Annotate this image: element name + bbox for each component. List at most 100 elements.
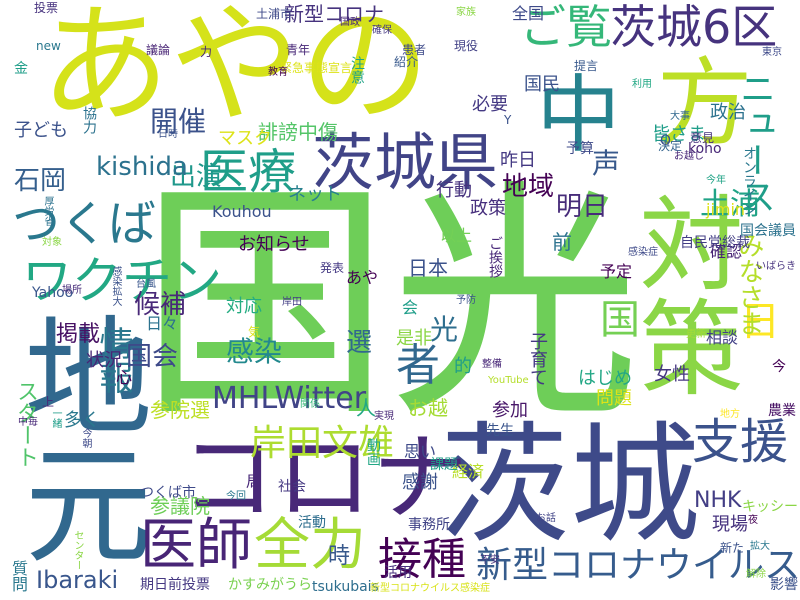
word-online: オンライン xyxy=(741,146,757,216)
word-kyouiku: 教育 xyxy=(268,67,288,78)
word-minasama-kanji: 皆さま xyxy=(652,124,706,145)
word-ibaraki-hiragana: いばらき xyxy=(756,261,796,272)
word-kisshii: キッシー xyxy=(742,499,798,515)
word-hajime: はじめ xyxy=(578,368,632,389)
word-yosan: 予算 xyxy=(566,141,594,157)
word-riyou: 利用 xyxy=(632,79,652,90)
word-vaccine: ワクチン xyxy=(22,252,222,310)
word-ki: 気 xyxy=(248,325,261,339)
word-genba: 現場 xyxy=(712,514,748,535)
word-o: O xyxy=(660,133,672,149)
word-touhyou: 投票 xyxy=(34,1,59,15)
word-shien: 支援 xyxy=(692,414,789,470)
word-gen-eki: 現役 xyxy=(454,39,479,53)
word-basho: 場所 xyxy=(62,285,82,296)
word-okoshi: お越 xyxy=(408,396,448,420)
word-mhlwitter: MHLWitter xyxy=(212,381,367,416)
word-kansha: 感謝 xyxy=(402,472,438,493)
word-kosodate: 子育て xyxy=(527,332,548,386)
word-kakudai: 拡大 xyxy=(750,541,770,552)
word-giron: 議論 xyxy=(146,43,171,57)
word-zenryoku: 全力 xyxy=(254,513,366,578)
word-okoshi-full: お越し xyxy=(674,151,704,162)
word-shoukai: 紹介 xyxy=(394,55,419,69)
word-jimin: jimin xyxy=(706,200,746,219)
word-teigen: 提言 xyxy=(574,59,599,73)
word-josei: 女性 xyxy=(654,364,690,385)
word-iken: 意見 xyxy=(690,131,715,145)
word-jitsugen: 実現 xyxy=(374,411,394,422)
word-ima: 今 xyxy=(772,359,786,375)
word-mae: 前 xyxy=(552,230,572,254)
word-kishida: kishida xyxy=(96,152,188,182)
word-sakujitsu: 昨日 xyxy=(500,150,536,171)
word-arata: 新た xyxy=(720,541,745,555)
word-koushin: 更新 xyxy=(686,329,706,340)
word-katsudou: 活動 xyxy=(298,515,326,531)
word-nichiji: 日時 xyxy=(158,129,178,140)
word-youtube: YouTube xyxy=(488,375,529,386)
word-hitsuyou: 必要 xyxy=(472,94,508,115)
word-aya: あや xyxy=(346,268,379,287)
word-taishou: 対象 xyxy=(42,237,62,248)
word-yahoo: Yahoo xyxy=(32,285,74,301)
word-kishida-fumio: 岸田文雄 xyxy=(250,423,395,464)
word-new: new xyxy=(36,39,61,53)
word-kouroushou: 厚労省 xyxy=(42,196,53,226)
word-katsuyou: 活用 xyxy=(384,565,412,581)
word-kettei: 決定 xyxy=(658,139,683,153)
word-news: ニュース xyxy=(734,70,775,214)
word-kotoshi: 今年 xyxy=(706,175,726,186)
word-taifuu: 台風 xyxy=(136,279,156,290)
word-hibi: 日々 xyxy=(146,314,179,333)
word-chihou: 地方 xyxy=(720,409,740,420)
word-kishida-short: 岸田 xyxy=(282,297,302,308)
word-covid-disease: 新型コロナウイルス感染症 xyxy=(370,583,490,594)
word-sangiin: 参議院 xyxy=(150,494,210,518)
word-taiou: 対応 xyxy=(226,296,262,317)
word-seibi: 整備 xyxy=(482,359,502,370)
word-kuni: 国 xyxy=(600,297,640,343)
word-kokkai-giin: 国会議員 xyxy=(740,223,796,239)
word-toki: 時 xyxy=(328,544,351,569)
word-kakuho: 確保 xyxy=(372,25,392,36)
word-center: センター xyxy=(72,530,83,570)
word-koho: koho xyxy=(688,141,722,157)
word-kata: 方 xyxy=(640,52,752,148)
word-kouho: 候補 xyxy=(134,290,187,320)
word-kokkai: 国会 xyxy=(126,342,179,372)
word-joukyou: 状況 xyxy=(86,350,122,371)
word-ibaraki-latin: Ibaraki xyxy=(36,566,119,594)
word-soudan: 相談 xyxy=(706,328,739,347)
word-chiiki: 地域 xyxy=(502,172,555,202)
word-sanka: 参加 xyxy=(492,400,528,421)
word-sanginsen: 参院選 xyxy=(150,398,210,422)
word-hi: 日 xyxy=(733,300,779,340)
word-kouhou: Kouhou xyxy=(212,202,272,221)
word-seinen: 青年 xyxy=(286,43,311,57)
word-chuumai: 中毎 xyxy=(18,417,38,428)
word-sen: 選 xyxy=(346,328,373,358)
word-douga: 動画 xyxy=(365,438,381,466)
word-ayano: あやの xyxy=(40,0,431,141)
word-ashita: 明日 xyxy=(556,192,609,222)
word-start: スタート xyxy=(13,380,38,468)
word-ohanashi: お話 xyxy=(536,513,556,524)
word-tsukuba: つくば xyxy=(12,196,157,252)
word-ue: 上 xyxy=(42,395,55,409)
word-hito: 人 xyxy=(356,396,376,420)
word-kansen: 感染 xyxy=(226,335,283,368)
word-sesshu: 接種 xyxy=(378,534,466,585)
word-kijitsumae-touhyou: 期日前投票 xyxy=(140,577,210,593)
word-minasama: みなさま xyxy=(734,232,764,336)
word-kokumin: 国民 xyxy=(524,74,560,95)
word-new-coronavirus: 新型コロナウイルス xyxy=(475,545,800,586)
word-fuan: 不安 xyxy=(480,555,500,566)
word-shakai: 社会 xyxy=(278,479,306,495)
word-kokusei: 国政 xyxy=(340,17,360,28)
word-mask: マスク xyxy=(218,128,272,149)
word-issho: 一緒 xyxy=(50,408,61,428)
word-teki: 的 xyxy=(454,356,472,377)
word-chikara: 力 xyxy=(200,45,213,59)
